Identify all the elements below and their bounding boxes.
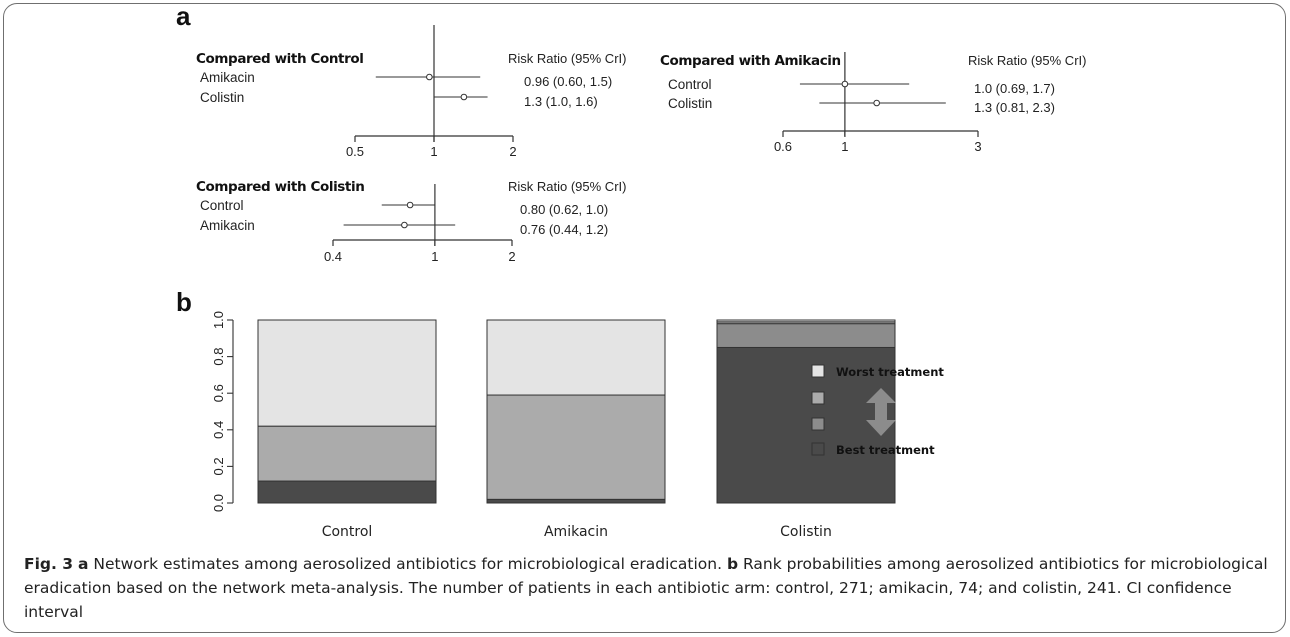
forest-row-label-colistin: Colistin	[668, 96, 712, 111]
forest-title: Compared with Control	[196, 51, 363, 67]
legend-swatch-0	[811, 364, 825, 378]
bar-y-tick-label: 0.8	[211, 348, 226, 366]
caption-fig-label: Fig. 3	[24, 555, 74, 573]
forest-column-header: Risk Ratio (95% CrI)	[508, 179, 626, 194]
forest-tick-label: 2	[508, 249, 515, 264]
estimate-point-colistin	[873, 99, 880, 107]
forest-column-header: Risk Ratio (95% CrI)	[508, 51, 626, 66]
figure-caption: Fig. 3 a Network estimates among aerosol…	[24, 552, 1274, 624]
forest-title: Compared with Amikacin	[660, 53, 841, 69]
forest-tick-label: 2	[509, 144, 516, 159]
forest-tick-label: 1	[841, 139, 848, 154]
bar-y-tick-label: 0.0	[211, 494, 226, 512]
bar-segment-control-2	[257, 425, 437, 482]
forest-tick-label: 0.5	[346, 144, 364, 159]
bar-y-tick-label: 0.2	[211, 457, 226, 475]
bar-segment-colistin-0	[716, 346, 896, 504]
estimate-point-amikacin	[401, 221, 408, 229]
forest-row-label-control: Control	[668, 77, 712, 92]
forest-row-label-colistin: Colistin	[200, 90, 244, 105]
bar-y-tick-label: 0.6	[211, 384, 226, 402]
caption-a-text: Network estimates among aerosolized anti…	[88, 555, 727, 573]
bar-segment-colistin-3	[716, 319, 896, 323]
estimate-point-control	[841, 80, 849, 88]
bar-segment-amikacin-2	[486, 394, 666, 500]
estimate-point-colistin	[460, 93, 468, 101]
forest-title: Compared with Colistin	[196, 179, 364, 195]
forest-plots: Compared with Control Risk Ratio (95% CrI…	[196, 25, 1086, 264]
estimate-point-amikacin	[426, 73, 433, 81]
forest-row-label-amikacin: Amikacin	[200, 70, 255, 85]
forest-tick-label: 1	[431, 249, 438, 264]
bar-category-label-control: Control	[322, 524, 373, 540]
bar-segment-amikacin-3	[486, 319, 666, 396]
estimate-point-control	[406, 201, 414, 209]
forest-row-value-control: 0.80 (0.62, 1.0)	[520, 202, 608, 217]
panel-b-label: b	[176, 287, 192, 317]
figure-canvas: a b Compared with Control Risk Ratio (95%…	[176, 1, 1086, 540]
forest-row-value-colistin: 1.3 (0.81, 2.3)	[974, 100, 1055, 115]
forest-tick-label: 3	[974, 139, 981, 154]
forest-row-label-control: Control	[200, 198, 244, 213]
bar-category-label-colistin: Colistin	[780, 524, 832, 540]
panel-a-label: a	[176, 1, 191, 31]
forest-row-value-amikacin: 0.96 (0.60, 1.5)	[524, 74, 612, 89]
caption-a-label: a	[78, 555, 89, 573]
forest-tick-label: 0.6	[774, 139, 792, 154]
forest-plot-2: Compared with Amikacin Risk Ratio (95% Cr…	[660, 52, 1086, 154]
rank-probability-chart: 0.0 0.2 0.4 0.6 0.8 1.0 Control Amikacin Colisti…	[211, 311, 944, 540]
forest-row-value-control: 1.0 (0.69, 1.7)	[974, 81, 1055, 96]
legend-label-worst-treatment: Worst treatment	[836, 365, 944, 379]
legend-label-best-treatment: Best treatment	[836, 443, 935, 457]
forest-column-header: Risk Ratio (95% CrI)	[968, 53, 1086, 68]
forest-tick-label: 0.4	[324, 249, 342, 264]
caption-b-label: b	[726, 555, 739, 573]
legend-swatch-3	[811, 442, 825, 456]
bar-category-label-amikacin: Amikacin	[544, 524, 608, 540]
forest-row-value-colistin: 1.3 (1.0, 1.6)	[524, 94, 598, 109]
forest-tick-label: 1	[430, 144, 437, 159]
legend-swatch-2	[811, 417, 825, 431]
bar-segment-control-3	[257, 319, 437, 427]
forest-plot-3: Compared with Colistin Risk Ratio (95% Cr…	[196, 179, 626, 264]
bar-y-tick-label: 0.4	[211, 421, 226, 439]
forest-row-value-amikacin: 0.76 (0.44, 1.2)	[520, 222, 608, 237]
forest-plot-1: Compared with Control Risk Ratio (95% CrI…	[196, 25, 626, 159]
caption-b-text: Rank probabilities among aerosolized ant…	[24, 555, 1268, 621]
bar-segment-control-0	[257, 480, 437, 504]
forest-row-label-amikacin: Amikacin	[200, 218, 255, 233]
bar-segment-colistin-1	[716, 323, 896, 348]
legend-swatch-1	[811, 391, 825, 405]
bar-segment-amikacin-0	[486, 498, 666, 504]
double-arrow-icon	[866, 388, 896, 436]
bar-y-tick-label: 1.0	[211, 311, 226, 329]
figure-frame	[3, 3, 1286, 633]
